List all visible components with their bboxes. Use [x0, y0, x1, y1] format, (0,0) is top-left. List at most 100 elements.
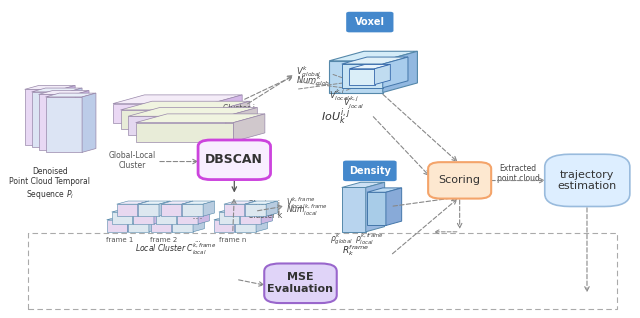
Polygon shape [151, 220, 172, 232]
Polygon shape [156, 212, 177, 224]
Text: $IoU^{i,j}_{k}$: $IoU^{i,j}_{k}$ [321, 106, 350, 127]
Polygon shape [218, 101, 250, 129]
Polygon shape [128, 107, 257, 116]
Polygon shape [240, 212, 261, 224]
Polygon shape [219, 209, 251, 212]
FancyBboxPatch shape [545, 154, 630, 206]
Polygon shape [127, 217, 139, 232]
Text: $\rho^k_{global}$: $\rho^k_{global}$ [330, 232, 353, 247]
Text: DBSCAN: DBSCAN [205, 153, 263, 166]
Polygon shape [107, 217, 139, 220]
Text: frame 1: frame 1 [106, 237, 133, 243]
Polygon shape [172, 217, 204, 220]
Polygon shape [161, 204, 182, 216]
Text: $V^{k,frame}_{local}$: $V^{k,frame}_{local}$ [286, 196, 316, 211]
Polygon shape [367, 192, 386, 225]
Text: $V^{k,j}_{local}$: $V^{k,j}_{local}$ [343, 94, 364, 111]
Polygon shape [45, 97, 82, 152]
Polygon shape [349, 69, 374, 85]
Polygon shape [38, 91, 89, 94]
Polygon shape [342, 182, 385, 188]
Text: frame 2: frame 2 [150, 237, 177, 243]
Polygon shape [128, 220, 149, 232]
Text: Density: Density [349, 166, 391, 176]
Polygon shape [133, 212, 154, 224]
Polygon shape [214, 217, 246, 220]
Text: Scoring: Scoring [438, 175, 481, 185]
Polygon shape [383, 51, 417, 93]
Polygon shape [128, 217, 160, 220]
Text: $\rho^{k,frame}_{local}$: $\rho^{k,frame}_{local}$ [355, 232, 384, 247]
Polygon shape [172, 217, 183, 232]
Text: trajectory
estimation: trajectory estimation [557, 169, 617, 191]
Polygon shape [239, 209, 251, 224]
Polygon shape [38, 94, 75, 150]
Polygon shape [219, 212, 239, 224]
Polygon shape [236, 217, 268, 220]
Polygon shape [154, 209, 165, 224]
Polygon shape [198, 209, 209, 224]
Text: MSE
Evaluation: MSE Evaluation [268, 273, 333, 294]
Polygon shape [172, 220, 193, 232]
Text: Extracted
point cloud: Extracted point cloud [497, 163, 540, 183]
Polygon shape [133, 209, 165, 212]
Polygon shape [120, 101, 250, 110]
Polygon shape [236, 220, 256, 232]
Text: Cluster k: Cluster k [223, 114, 257, 124]
Polygon shape [136, 123, 234, 142]
Polygon shape [159, 201, 170, 216]
Polygon shape [25, 89, 61, 145]
Polygon shape [256, 217, 268, 232]
Polygon shape [31, 92, 68, 147]
Polygon shape [329, 51, 417, 61]
Polygon shape [161, 201, 193, 204]
Text: Voxel: Voxel [355, 17, 385, 27]
Polygon shape [113, 104, 211, 123]
Polygon shape [266, 201, 278, 216]
Text: Cluster i: Cluster i [248, 200, 280, 210]
Polygon shape [132, 209, 144, 224]
Text: $Num^k_{global}$: $Num^k_{global}$ [296, 74, 335, 89]
Polygon shape [177, 212, 198, 224]
Polygon shape [112, 209, 144, 212]
Text: frame n: frame n [219, 237, 246, 243]
Polygon shape [138, 201, 170, 204]
Polygon shape [25, 86, 75, 89]
Polygon shape [365, 182, 385, 232]
Polygon shape [31, 88, 82, 92]
Polygon shape [367, 188, 402, 192]
Polygon shape [211, 95, 242, 123]
Polygon shape [374, 65, 390, 85]
Polygon shape [244, 201, 256, 216]
Text: Cluster i: Cluster i [223, 104, 255, 113]
Polygon shape [245, 204, 266, 216]
Polygon shape [151, 217, 183, 220]
Polygon shape [214, 220, 235, 232]
Polygon shape [383, 57, 408, 88]
Polygon shape [113, 95, 242, 104]
Polygon shape [61, 86, 75, 145]
Polygon shape [45, 93, 96, 97]
FancyBboxPatch shape [198, 140, 271, 180]
Text: $V^{k,i}_{local}$: $V^{k,i}_{local}$ [329, 88, 351, 103]
Text: Global Cluster $C^k_{global}$: Global Cluster $C^k_{global}$ [136, 124, 216, 140]
Polygon shape [136, 114, 265, 123]
Polygon shape [342, 64, 383, 88]
Polygon shape [120, 110, 218, 129]
Polygon shape [116, 204, 138, 216]
Text: ...: ... [195, 237, 202, 243]
Polygon shape [82, 93, 96, 152]
Text: Local Cluster $C^{k,frame}_{local}$: Local Cluster $C^{k,frame}_{local}$ [136, 241, 216, 257]
Polygon shape [138, 204, 159, 216]
Polygon shape [240, 209, 273, 212]
Polygon shape [182, 204, 203, 216]
Polygon shape [138, 201, 149, 216]
Text: $R^{frame}_{k}$: $R^{frame}_{k}$ [342, 243, 369, 258]
Polygon shape [156, 209, 188, 212]
Text: Cluster k: Cluster k [248, 211, 283, 220]
Polygon shape [224, 201, 256, 204]
Text: Global-Local
Cluster: Global-Local Cluster [108, 151, 156, 170]
Polygon shape [386, 188, 402, 225]
Polygon shape [203, 201, 214, 216]
Polygon shape [149, 217, 160, 232]
